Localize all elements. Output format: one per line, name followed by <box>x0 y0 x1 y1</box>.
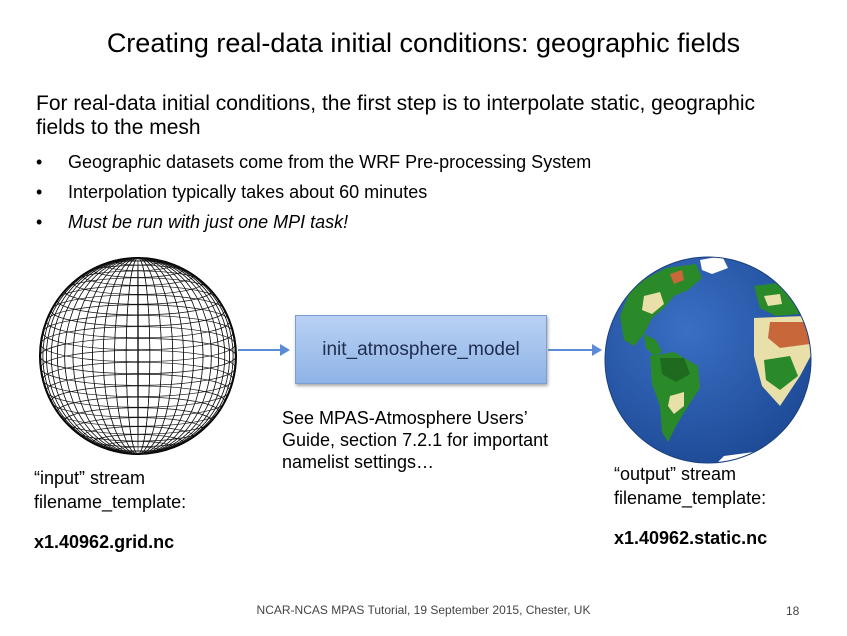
arrow-to-model <box>238 344 290 356</box>
mesh-line <box>125 258 151 454</box>
output-stream-block: “output” stream filename_template: x1.40… <box>614 462 767 549</box>
mesh-line <box>81 258 195 454</box>
input-filename-template-label: filename_template: <box>34 492 187 512</box>
mesh-line <box>72 258 204 454</box>
bullet-dot: • <box>36 212 43 232</box>
mesh-line <box>114 258 162 454</box>
bullet-item: • Must be run with just one MPI task! <box>36 207 591 237</box>
mesh-line <box>137 258 139 454</box>
bullet-text: Must be run with just one MPI task! <box>68 212 349 232</box>
mesh-line <box>46 258 230 454</box>
bullet-list: • Geographic datasets come from the WRF … <box>36 147 591 237</box>
slide-footer: NCAR-NCAS MPAS Tutorial, 19 September 20… <box>256 603 591 617</box>
mesh-line <box>102 258 174 454</box>
bullet-item: • Interpolation typically takes about 60… <box>36 177 591 207</box>
mesh-line <box>40 258 236 454</box>
bullet-text: Geographic datasets come from the WRF Pr… <box>68 152 592 172</box>
mesh-line <box>50 258 226 454</box>
output-filename-template-label: filename_template: <box>614 488 767 508</box>
output-filename: x1.40962.static.nc <box>614 528 768 548</box>
bullet-dot: • <box>36 182 43 202</box>
mesh-sphere-image <box>39 257 237 455</box>
intro-text: For real-data initial conditions, the fi… <box>36 92 756 139</box>
bullet-text: Interpolation typically takes about 60 m… <box>68 182 428 202</box>
static-fields-globe-image <box>604 256 812 464</box>
arrow-to-output <box>548 344 602 356</box>
bullet-dot: • <box>36 152 43 172</box>
input-stream-block: “input” stream filename_template: x1.409… <box>34 466 186 553</box>
input-stream-label: “input” stream <box>34 468 146 488</box>
mesh-line <box>64 258 212 454</box>
mesh-line <box>56 258 220 454</box>
init-atmosphere-model-box: init_atmosphere_model <box>295 315 547 384</box>
output-stream-label: “output” stream <box>614 464 737 484</box>
page-number: 18 <box>786 604 800 618</box>
mesh-line <box>42 258 234 454</box>
mesh-line <box>40 338 236 374</box>
users-guide-note: See MPAS-Atmosphere Users’ Guide, sectio… <box>282 408 549 472</box>
slide-title: Creating real-data initial conditions: g… <box>106 28 741 58</box>
input-filename: x1.40962.grid.nc <box>34 532 175 552</box>
bullet-item: • Geographic datasets come from the WRF … <box>36 147 591 177</box>
mesh-line <box>92 258 184 454</box>
